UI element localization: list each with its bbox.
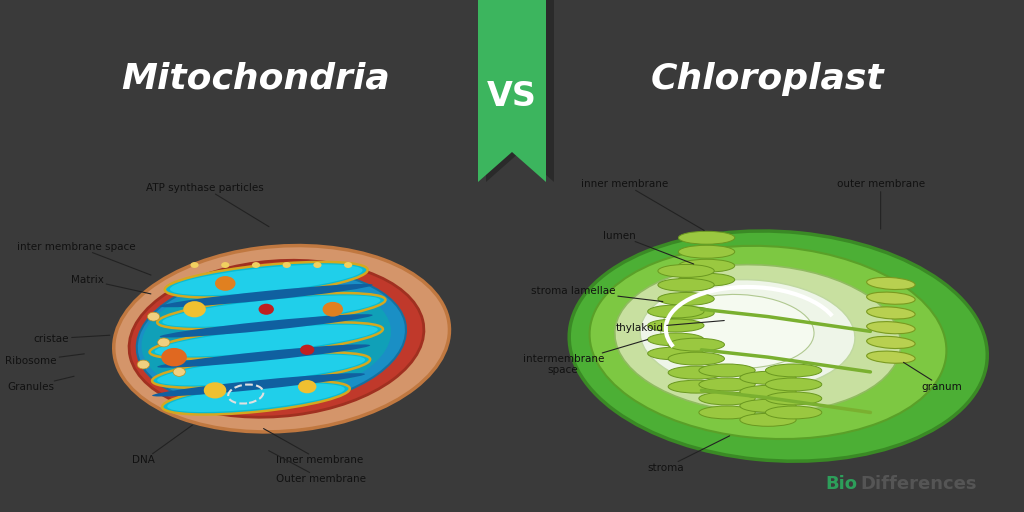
Ellipse shape: [658, 307, 715, 319]
Text: inner membrane: inner membrane: [581, 179, 705, 230]
Circle shape: [323, 302, 343, 316]
Circle shape: [158, 338, 170, 347]
Circle shape: [298, 380, 316, 393]
Ellipse shape: [153, 373, 365, 396]
Ellipse shape: [739, 413, 797, 426]
Text: stroma: stroma: [647, 436, 730, 473]
Ellipse shape: [167, 383, 345, 412]
Polygon shape: [478, 0, 546, 182]
Polygon shape: [486, 0, 554, 182]
Circle shape: [215, 276, 236, 291]
Ellipse shape: [569, 231, 987, 461]
Ellipse shape: [170, 264, 362, 295]
Circle shape: [313, 262, 322, 268]
Circle shape: [221, 262, 229, 268]
Ellipse shape: [739, 386, 797, 398]
Ellipse shape: [160, 284, 373, 307]
Circle shape: [137, 360, 150, 369]
Ellipse shape: [658, 279, 715, 291]
Ellipse shape: [766, 378, 821, 391]
Ellipse shape: [160, 314, 373, 337]
Text: Ribosome: Ribosome: [5, 354, 84, 366]
Text: lumen: lumen: [603, 230, 693, 264]
Text: inter membrane space: inter membrane space: [17, 242, 151, 275]
Ellipse shape: [698, 406, 755, 419]
Circle shape: [252, 262, 260, 268]
Ellipse shape: [678, 273, 734, 286]
Ellipse shape: [658, 292, 715, 305]
Circle shape: [173, 368, 185, 376]
Ellipse shape: [866, 351, 915, 363]
Text: DNA: DNA: [132, 425, 193, 465]
Text: ATP synthase particles: ATP synthase particles: [146, 183, 269, 227]
Ellipse shape: [658, 265, 715, 278]
Text: stroma lamellae: stroma lamellae: [531, 286, 663, 302]
Circle shape: [162, 348, 187, 367]
Ellipse shape: [155, 325, 378, 356]
Text: thylakoid: thylakoid: [616, 321, 724, 333]
Ellipse shape: [157, 355, 366, 386]
Ellipse shape: [739, 371, 797, 385]
Text: outer membrane: outer membrane: [837, 179, 925, 229]
Ellipse shape: [648, 333, 705, 346]
Text: Mitochondria: Mitochondria: [122, 62, 390, 96]
Ellipse shape: [640, 280, 855, 391]
Ellipse shape: [614, 265, 901, 413]
Circle shape: [147, 312, 160, 321]
Ellipse shape: [153, 352, 370, 388]
Circle shape: [283, 262, 291, 268]
Text: cristae: cristae: [34, 334, 110, 344]
Ellipse shape: [678, 231, 734, 244]
Circle shape: [344, 262, 352, 268]
Ellipse shape: [648, 319, 705, 332]
Ellipse shape: [866, 292, 915, 304]
Text: Differences: Differences: [860, 475, 977, 494]
Ellipse shape: [766, 392, 821, 405]
Ellipse shape: [766, 364, 821, 377]
Circle shape: [190, 262, 199, 268]
Ellipse shape: [590, 246, 946, 439]
Ellipse shape: [668, 352, 724, 365]
Ellipse shape: [668, 380, 724, 393]
Ellipse shape: [866, 336, 915, 349]
Ellipse shape: [739, 399, 797, 412]
Text: Bio: Bio: [825, 475, 858, 494]
Text: Matrix: Matrix: [71, 275, 151, 294]
Circle shape: [204, 382, 226, 398]
Ellipse shape: [866, 307, 915, 319]
Ellipse shape: [660, 294, 814, 368]
Text: VS: VS: [487, 80, 537, 114]
Ellipse shape: [163, 295, 380, 327]
Ellipse shape: [678, 259, 734, 272]
Ellipse shape: [668, 338, 724, 351]
Text: granum: granum: [903, 362, 963, 392]
Circle shape: [183, 301, 206, 317]
Ellipse shape: [165, 262, 368, 297]
Ellipse shape: [137, 269, 406, 408]
Ellipse shape: [668, 366, 724, 379]
Ellipse shape: [129, 260, 424, 417]
Ellipse shape: [158, 293, 385, 329]
Ellipse shape: [648, 305, 705, 318]
Text: Outer membrane: Outer membrane: [268, 451, 367, 484]
Ellipse shape: [866, 278, 915, 289]
Ellipse shape: [698, 364, 755, 377]
Ellipse shape: [648, 347, 705, 360]
Ellipse shape: [698, 378, 755, 391]
Ellipse shape: [766, 406, 821, 419]
Ellipse shape: [866, 322, 915, 334]
Ellipse shape: [158, 345, 370, 368]
Text: Chloroplast: Chloroplast: [651, 62, 885, 96]
Circle shape: [300, 345, 314, 355]
Ellipse shape: [141, 277, 391, 400]
Ellipse shape: [114, 246, 450, 432]
Ellipse shape: [162, 381, 350, 415]
Ellipse shape: [678, 245, 734, 258]
Text: intermembrane
space: intermembrane space: [522, 339, 647, 375]
Text: Granules: Granules: [7, 376, 74, 392]
Ellipse shape: [150, 323, 383, 359]
Ellipse shape: [698, 392, 755, 405]
Circle shape: [258, 304, 274, 315]
Text: Inner membrane: Inner membrane: [263, 429, 364, 465]
